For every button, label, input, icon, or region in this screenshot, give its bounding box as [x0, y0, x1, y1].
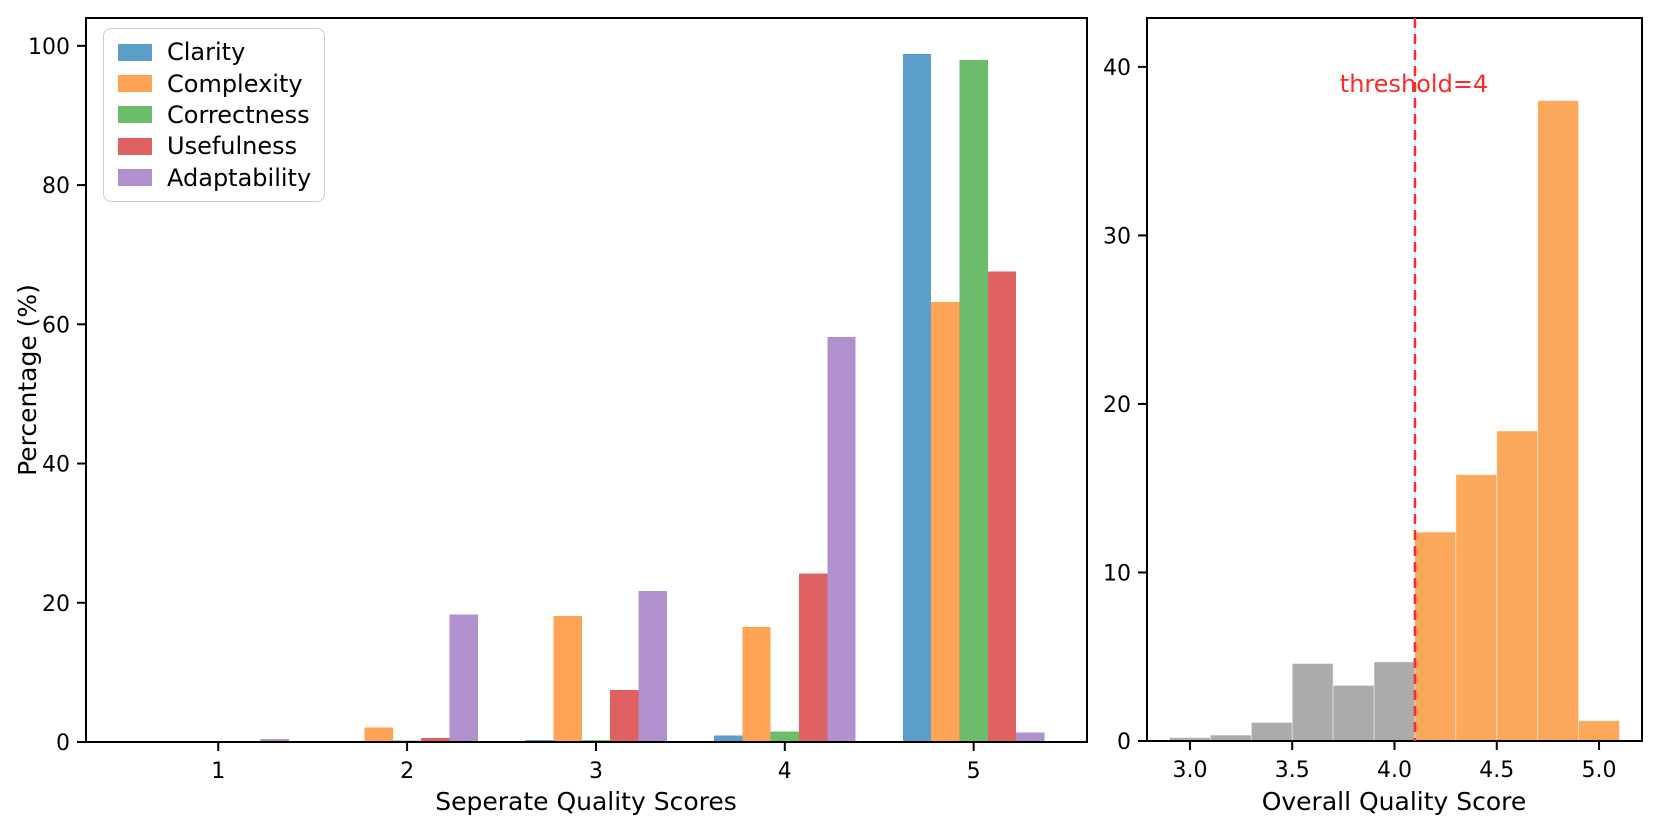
bar-adaptability-score2 [449, 614, 478, 742]
ytick-label: 10 [1103, 561, 1131, 586]
hist-bar-4.9-5.1 [1578, 720, 1621, 742]
legend-label: Complexity [167, 69, 303, 98]
legend-item-clarity: Clarity [118, 40, 324, 64]
xtick-label: 1 [211, 759, 225, 784]
hist-bar-3.7-3.9 [1332, 684, 1375, 742]
hist-bar-3.5-3.7 [1291, 662, 1334, 742]
bar-usefulness-score2 [421, 737, 450, 742]
xtick-label: 3.0 [1172, 758, 1207, 783]
legend-item-adaptability: Adaptability [118, 166, 324, 190]
bar-clarity-score5 [902, 54, 932, 742]
legend-label: Correctness [167, 100, 310, 129]
legend: Clarity Complexity Correctness Usefulness Ad… [103, 28, 325, 202]
bar-usefulness-score3 [610, 689, 639, 742]
hist-bar-4.3-4.5 [1455, 474, 1498, 742]
legend-swatch-complexity [118, 75, 152, 93]
left-xaxis-label: Seperate Quality Scores [435, 787, 737, 816]
legend-label: Clarity [167, 38, 246, 67]
bar-adaptability-score1 [260, 739, 290, 742]
xtick-label: 4.0 [1377, 758, 1412, 783]
legend-label: Adaptability [167, 163, 312, 192]
hist-bar-4.7-4.9 [1537, 100, 1580, 742]
plot-border [85, 17, 1088, 743]
xtick-label: 4 [778, 759, 792, 784]
left-chart-axes: 0 20 40 60 80 100 1 2 3 4 5 [28, 17, 1088, 784]
hist-bar-3.3-3.5 [1250, 721, 1293, 742]
bar-clarity-score4 [713, 735, 743, 742]
bar-correctness-score4 [770, 731, 799, 742]
bar-complexity-score5 [931, 302, 960, 742]
bar-complexity-score4 [742, 627, 771, 742]
bar-complexity-score2 [364, 727, 393, 742]
legend-swatch-clarity [118, 43, 152, 61]
right-chart-axes: 0 10 20 30 40 3.0 3.5 4.0 4.5 5.0 [1103, 17, 1643, 783]
legend-item-complexity: Complexity [118, 72, 324, 96]
xtick-label: 3.5 [1275, 758, 1310, 783]
legend-swatch-usefulness [118, 137, 152, 155]
ytick-label: 60 [42, 313, 70, 338]
bar-adaptability-score5 [1016, 732, 1045, 742]
legend-item-usefulness: Usefulness [118, 134, 324, 158]
ytick-label: 100 [28, 35, 70, 60]
bar-correctness-score3 [581, 739, 611, 742]
bar-correctness-score5 [959, 59, 988, 743]
xtick-label: 2 [400, 759, 414, 784]
hist-bar-3.9-4.1 [1373, 661, 1416, 742]
ytick-label: 40 [42, 453, 70, 478]
ytick-label: 20 [42, 592, 70, 617]
bar-usefulness-score4 [798, 573, 828, 742]
right-xaxis-label: Overall Quality Score [1262, 787, 1527, 816]
bar-adaptability-score4 [827, 336, 856, 742]
hist-bar-4.1-4.3 [1414, 531, 1457, 742]
bar-usefulness-score5 [987, 271, 1017, 742]
xtick-label: 5.0 [1582, 758, 1617, 783]
xtick-label: 3 [589, 759, 603, 784]
hist-bar-4.5-4.7 [1496, 430, 1539, 742]
bar-adaptability-score3 [638, 590, 667, 742]
ytick-label: 80 [42, 174, 70, 199]
xtick-label: 5 [967, 759, 981, 784]
bar-complexity-score3 [553, 615, 582, 742]
legend-label: Usefulness [167, 132, 298, 161]
right-chart-bars [1169, 100, 1621, 742]
ytick-label: 0 [56, 731, 70, 756]
legend-swatch-adaptability [118, 169, 152, 187]
left-chart-bars [260, 54, 1045, 743]
legend-swatch-correctness [118, 106, 152, 124]
legend-item-correctness: Correctness [118, 103, 324, 127]
xtick-label: 4.5 [1479, 758, 1514, 783]
threshold-annotation: threshold=4 [1340, 70, 1488, 98]
ytick-label: 40 [1103, 56, 1131, 81]
ytick-label: 20 [1103, 393, 1131, 418]
ytick-label: 30 [1103, 224, 1131, 249]
ytick-label: 0 [1117, 730, 1131, 755]
bar-clarity-score3 [525, 739, 554, 742]
left-yaxis-label: Percentage (%) [13, 284, 42, 476]
